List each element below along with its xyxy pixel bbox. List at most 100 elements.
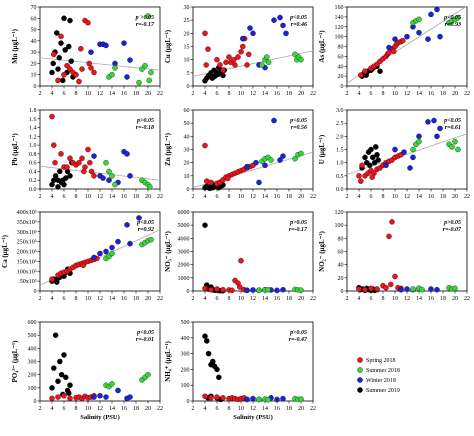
data-point-spring [356, 286, 362, 292]
data-point-spring [368, 285, 374, 292]
data-point-winter [115, 238, 121, 245]
data-point-spring [76, 159, 82, 166]
y-tick-label: 100 [181, 383, 190, 389]
y-axis-label: Pb (μgL⁻¹) [11, 133, 19, 166]
x-tick-label: 16 [274, 406, 280, 412]
data-point-summer2019 [58, 40, 64, 46]
data-point-summer2019 [60, 177, 66, 183]
data-point-spring [202, 142, 208, 149]
data-point-spring [362, 286, 368, 293]
y-tick-label: 500 [181, 320, 190, 326]
data-point-summer2019 [54, 279, 60, 285]
x-tick-label: 2 [39, 194, 42, 200]
y-tick-label: 80 [338, 236, 344, 242]
x-tick-label: 14 [262, 194, 268, 200]
data-point-spring [202, 393, 208, 400]
x-tick-label: 16 [428, 296, 434, 302]
data-point-winter [127, 57, 133, 63]
data-point-winter [280, 153, 286, 159]
x-tick-label: 20 [452, 91, 458, 97]
y-tick-label: 20 [184, 161, 190, 167]
y-tick-label: 0 [187, 289, 190, 295]
data-point-summer2019 [211, 74, 217, 80]
y-tick-label: 0 [341, 289, 344, 295]
x-tick-label: 4 [204, 406, 207, 412]
data-point-spring [87, 159, 93, 166]
x-tick-label: 22 [464, 194, 470, 200]
x-tick-label: 8 [75, 296, 78, 302]
x-axis-label: Salinity (PSU) [233, 414, 273, 421]
x-tick-label: 2 [346, 91, 349, 97]
data-point-winter [262, 162, 268, 169]
data-point-spring [238, 257, 244, 264]
data-point-summer2018 [136, 79, 142, 86]
data-point-summer2018 [455, 15, 461, 21]
data-point-spring [78, 46, 84, 52]
data-point-spring [359, 162, 365, 169]
data-point-summer2019 [54, 30, 60, 36]
y-tick-label: 1000 [178, 276, 190, 282]
data-point-winter [280, 286, 286, 293]
y-tick-label: 1.0 [29, 143, 37, 149]
x-tick-label: 20 [145, 91, 151, 97]
x-tick-label: 14 [416, 194, 422, 200]
data-point-spring [369, 174, 375, 180]
y-tick-label: 120 [335, 25, 344, 31]
legend-marker [357, 357, 363, 363]
y-tick-label: 0 [34, 84, 37, 90]
x-tick-label: 4 [358, 91, 361, 97]
panel-4: 2 4 6 8 10 12 14 16 18 20 22 0.0 0.2 0.4 0.6 0.8 1.0 1.2 1… [11, 108, 163, 200]
y-tick-label: 200x10³ [17, 250, 37, 256]
legend-marker [357, 377, 363, 383]
data-point-summer2019 [215, 71, 221, 77]
data-point-summer2018 [265, 286, 271, 293]
data-point-spring [214, 286, 220, 292]
x-tick-label: 8 [75, 91, 78, 97]
y-tick-label: 350x10³ [17, 220, 37, 226]
y-tick-label: 0.4 [29, 169, 37, 175]
y-tick-label: 20 [184, 31, 190, 37]
y-tick-label: 300x10³ [17, 230, 37, 236]
x-tick-label: 20 [298, 91, 304, 97]
data-point-summer2018 [449, 144, 455, 150]
y-tick-label: 1.8 [29, 108, 37, 114]
x-tick-label: 22 [310, 194, 316, 200]
y-tick-label: 150x10³ [17, 259, 37, 265]
data-point-spring [58, 33, 64, 40]
data-point-spring [238, 49, 244, 55]
y-tick-label: 60 [184, 108, 190, 114]
x-tick-label: 12 [404, 91, 410, 97]
data-point-spring [220, 286, 226, 293]
data-point-summer2018 [416, 16, 422, 23]
y-axis-label: PO₄³⁻ (μgL⁻¹) [11, 340, 19, 383]
data-point-winter [115, 387, 121, 394]
data-point-winter [392, 146, 398, 153]
data-point-spring [356, 173, 362, 179]
data-point-summer2018 [106, 168, 112, 175]
y-tick-label: 100 [28, 386, 37, 392]
stat-r-value: r=-0.47 [289, 337, 308, 343]
data-point-summer2018 [146, 77, 152, 84]
x-tick-label: 18 [133, 194, 139, 200]
data-point-winter [127, 240, 133, 247]
data-point-summer2019 [52, 173, 59, 179]
data-point-winter [91, 394, 97, 400]
x-tick-label: 14 [109, 406, 115, 412]
y-tick-label: 15 [184, 45, 190, 51]
data-point-summer2018 [265, 396, 271, 403]
y-axis-label: As (μgL⁻¹) [318, 30, 326, 63]
x-tick-label: 10 [85, 91, 91, 97]
legend-label: Winter 2018 [366, 378, 396, 384]
panel-8: 2 4 6 8 10 12 14 16 18 20 22 0 1000 2000 3000 4000 5000 6… [164, 210, 316, 302]
data-point-summer2019 [52, 332, 59, 338]
y-tick-label: 0.0 [336, 187, 344, 193]
stat-r-value: r=-0.07 [443, 227, 462, 233]
data-point-winter [253, 159, 259, 166]
data-point-spring [73, 71, 79, 78]
data-point-summer2019 [55, 66, 61, 72]
x-tick-label: 18 [286, 296, 292, 302]
data-point-summer2019 [375, 157, 381, 163]
data-point-spring [388, 281, 394, 288]
data-point-winter [437, 33, 443, 40]
data-point-spring [229, 287, 235, 294]
